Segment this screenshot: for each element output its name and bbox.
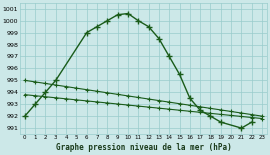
- X-axis label: Graphe pression niveau de la mer (hPa): Graphe pression niveau de la mer (hPa): [56, 143, 231, 152]
